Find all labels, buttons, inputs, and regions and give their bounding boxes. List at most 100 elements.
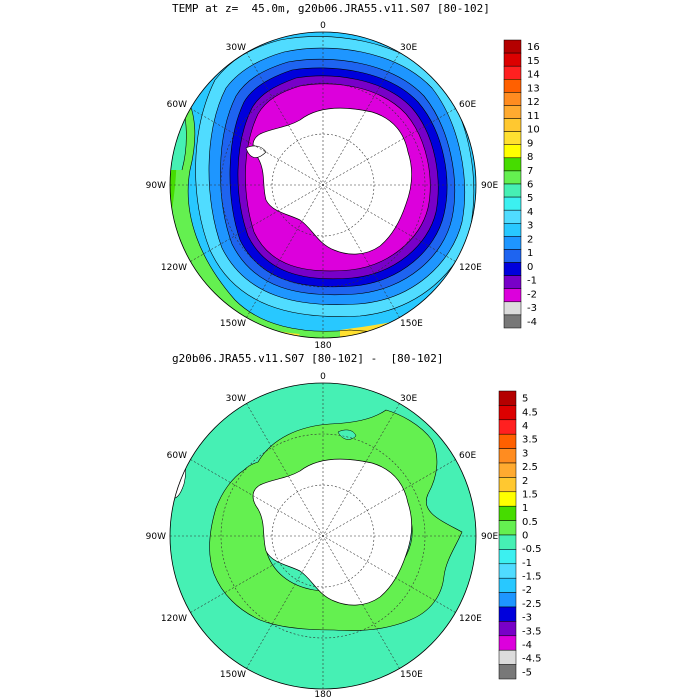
panel2-lon-label-150w: 150W <box>220 670 246 680</box>
panel1-colorbar-label: 8 <box>527 152 533 163</box>
panel2-colorbar-swatch <box>498 448 517 464</box>
panel2-lon-label-60w: 60W <box>167 451 187 461</box>
panel1-map-border <box>169 31 477 339</box>
panel1-colorbar-swatch <box>503 144 522 159</box>
panel2-colorbar-label: -0.5 <box>522 544 542 555</box>
panel2-colorbar-label: -1 <box>522 558 532 569</box>
panel1-colorbar-label: 4 <box>527 207 533 218</box>
panel2-lon-label-30w: 30W <box>226 394 246 404</box>
panel1-colorbar-swatch <box>503 65 522 80</box>
panel2-colorbar-label: -2.5 <box>522 599 542 610</box>
panel2-lon-label-150e: 150E <box>400 670 423 680</box>
panel2-colorbar-swatch <box>498 405 517 421</box>
panel2-colorbar-swatch <box>498 621 517 637</box>
panel1-colorbar-swatch <box>503 39 522 54</box>
panel1-colorbar-label: -4 <box>527 317 537 328</box>
panel1-lon-label-150w: 150W <box>220 319 246 329</box>
panel1-colorbar-label: 11 <box>527 111 540 122</box>
panel1-colorbar-label: 0 <box>527 262 533 273</box>
panel1-colorbar-label: 6 <box>527 180 533 191</box>
panel1-colorbar-swatch <box>503 170 522 185</box>
panel1-colorbar-swatch <box>503 79 522 93</box>
panel1-colorbar-swatch <box>503 314 522 329</box>
panel2-colorbar: 5 4.5 4 3.5 3 2.5 2 1.5 1 0.5 0 -0.5 -1 -1.5 -2 -2.5 -3 -… <box>498 390 542 680</box>
panel1-lon-label-60w: 60W <box>167 100 187 110</box>
panel2-colorbar-label: 4.5 <box>522 407 538 418</box>
panel1-lon-label-90w: 90W <box>146 181 166 191</box>
panel1-lon-label-150e: 150E <box>400 319 423 329</box>
panel1-colorbar-label: 13 <box>527 83 540 94</box>
panel2-lon-label-180: 180 <box>314 690 331 700</box>
panel2-lon-label-120e: 120E <box>459 614 482 624</box>
panel1-colorbar-swatch <box>503 262 522 276</box>
panel2-colorbar-label: -1.5 <box>522 572 542 583</box>
panel1-colorbar-swatch <box>503 196 522 211</box>
panel2-colorbar-label: -4 <box>522 640 532 651</box>
panel1-colorbar-label: 1 <box>527 248 533 259</box>
panel1-colorbar-label: 16 <box>527 42 540 53</box>
panel2-colorbar-swatch <box>498 664 517 680</box>
panel1-colorbar-swatch <box>503 118 522 132</box>
panel2-colorbar-swatch <box>498 505 517 521</box>
panel2-colorbar-label: 4 <box>522 421 528 432</box>
panel1-lon-label-60e: 60E <box>459 100 476 110</box>
panel2-colorbar-label: 1 <box>522 503 528 514</box>
panel1-lon-label-0: 0 <box>320 21 326 31</box>
panel2-colorbar-label: 3 <box>522 448 528 459</box>
panel2-colorbar-label: 0 <box>522 531 528 542</box>
panel2-lon-label-90w: 90W <box>146 532 166 542</box>
panel2-graticule <box>170 383 476 689</box>
panel2-colorbar-label: -4.5 <box>522 654 542 665</box>
panel1-lon-label-120e: 120E <box>459 263 482 273</box>
panel1-colorbar-label: 14 <box>527 70 540 81</box>
panel1-lon-label-30e: 30E <box>400 43 417 53</box>
panel2-colorbar-label: -5 <box>522 667 532 678</box>
panel1-lon-label-30w: 30W <box>226 43 246 53</box>
panel2-colorbar-swatch <box>498 419 517 435</box>
panel2-colorbar-swatch <box>498 577 517 593</box>
panel2-colorbar-swatch <box>498 549 517 565</box>
panel2-lon-label-90e: 90E <box>481 532 498 542</box>
panel1-colorbar-label: 9 <box>527 138 533 149</box>
panel2-antarctica <box>252 458 412 606</box>
panel1-colorbar-label: 3 <box>527 221 533 232</box>
panel1-lon-label-120w: 120W <box>161 263 187 273</box>
panel1-title: TEMP at z= 45.0m, g20b06.JRA55.v11.S07 [… <box>172 2 490 15</box>
panel1-colorbar-label: 15 <box>527 56 540 67</box>
panel2-colorbar-swatch <box>498 592 517 608</box>
panel2-title: g20b06.JRA55.v11.S07 [80-102] - [80-102] <box>172 352 444 365</box>
panel2-colorbar-swatch <box>498 649 517 665</box>
panel2-colorbar-label: -2 <box>522 585 532 596</box>
panel2-colorbar-swatch <box>498 534 517 550</box>
panel1-colorbar-swatch <box>503 183 522 198</box>
panel2-colorbar-swatch <box>498 433 517 449</box>
panel2-map-border <box>169 382 477 690</box>
panel2-colorbar-label: 2 <box>522 476 528 487</box>
panel2-colorbar-swatch <box>498 477 517 493</box>
panel1-colorbar-swatch <box>503 249 522 263</box>
panel2-lon-label-60e: 60E <box>459 451 476 461</box>
panel2-map: 0 30E 60E 90E 120E 150E 180 150W 120W 90… <box>146 372 499 700</box>
panel2-colorbar-swatch <box>498 390 517 406</box>
panel2-colorbar-label: 5 <box>522 394 528 405</box>
panel2-colorbar-swatch <box>498 520 517 536</box>
panel1-lon-label-90e: 90E <box>481 181 498 191</box>
panel1-colorbar-label: 12 <box>527 97 540 108</box>
panel1-colorbar-swatch <box>503 92 522 106</box>
panel1-colorbar-label: 7 <box>527 166 533 177</box>
panel2-colorbar-swatch <box>498 491 517 507</box>
panel1-graticule <box>170 32 476 338</box>
panel1-colorbar-swatch <box>503 288 522 303</box>
panel2-colorbar-label: 3.5 <box>522 435 538 446</box>
panel2-lon-label-120w: 120W <box>161 614 187 624</box>
panel1-colorbar-label: 5 <box>527 193 533 204</box>
panel1-colorbar-swatch <box>503 209 522 224</box>
panel2-colorbar-swatch <box>498 563 517 579</box>
panel1-colorbar-swatch <box>503 236 522 250</box>
panel2-colorbar-swatch <box>498 635 517 651</box>
panel2-colorbar-label: 0.5 <box>522 517 538 528</box>
panel2-colorbar-swatch <box>498 462 517 478</box>
panel1-colorbar-label: -3 <box>527 303 537 314</box>
panel1-colorbar-swatch <box>503 157 522 172</box>
